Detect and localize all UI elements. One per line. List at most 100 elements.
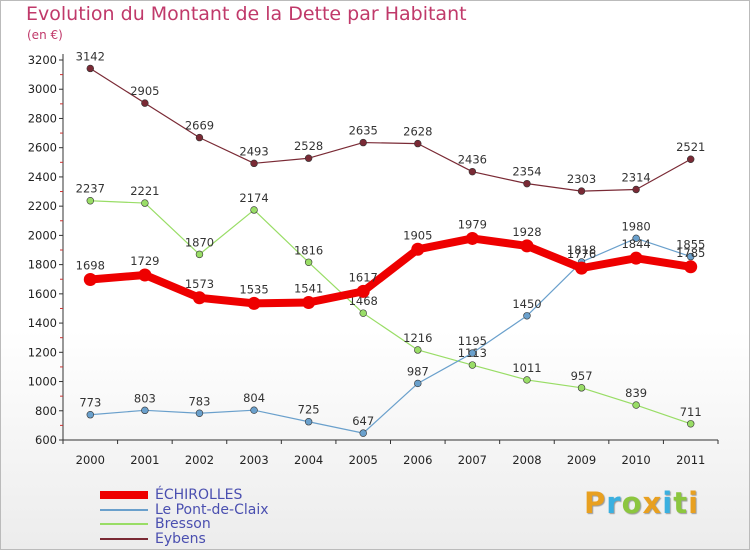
data-label: 2635 (349, 124, 378, 138)
data-point (250, 406, 258, 414)
legend: ÉCHIROLLES Le Pont-de-Claix Bresson Eybens (100, 488, 269, 546)
logo-letter: i (662, 486, 674, 520)
series-line (90, 237, 691, 434)
series-le-pont-de-claix: 773 803 783 804 725 647 987 1195 1450 1818 1980 185… (79, 219, 705, 437)
data-label: 957 (571, 369, 593, 383)
y-tick-label: 2400 (28, 170, 57, 184)
legend-item: ÉCHIROLLES (100, 488, 269, 503)
data-point (86, 64, 94, 73)
data-point (523, 179, 531, 188)
data-label: 2174 (239, 191, 268, 205)
data-point (632, 401, 640, 409)
legend-item: Bresson (100, 517, 269, 532)
data-point (629, 251, 643, 265)
data-label: 773 (79, 396, 101, 410)
data-label: 783 (188, 394, 210, 408)
data-point (192, 291, 206, 305)
x-tick-label: 2000 (76, 453, 105, 467)
data-label: 1785 (676, 246, 705, 260)
data-label: 1216 (403, 331, 432, 345)
data-label: 647 (352, 414, 374, 428)
data-point (523, 312, 531, 320)
legend-swatch (100, 537, 148, 540)
data-point (304, 258, 313, 266)
y-tick-label: 800 (35, 404, 57, 418)
y-tick-label: 1400 (28, 316, 57, 330)
proxiti-logo: Proxiti (584, 486, 699, 520)
data-label: 711 (680, 405, 702, 419)
x-tick-label: 2005 (349, 453, 378, 467)
data-label: 2237 (76, 182, 105, 196)
data-point (687, 252, 695, 261)
legend-label: ÉCHIROLLES (155, 487, 243, 503)
x-tick-label: 2006 (403, 453, 432, 467)
data-point (468, 349, 477, 357)
data-point (520, 239, 534, 253)
legend-item: Eybens (100, 530, 269, 547)
data-point (359, 138, 367, 147)
data-point (86, 197, 94, 205)
y-tick-label: 3200 (28, 53, 57, 67)
data-label: 1928 (512, 225, 541, 239)
y-tick-label: 1800 (28, 258, 57, 272)
data-label: 725 (298, 403, 320, 417)
data-label: 1776 (567, 247, 596, 261)
data-label: 2628 (403, 125, 432, 139)
data-label: 1541 (294, 281, 323, 295)
y-tick-label: 2200 (28, 199, 57, 213)
y-tick-label: 2800 (28, 111, 57, 125)
data-label: 1535 (239, 282, 268, 296)
x-tick-label: 2007 (458, 453, 487, 467)
data-point (414, 139, 422, 148)
legend-label: Bresson (155, 516, 211, 532)
data-point (577, 384, 586, 392)
data-point (684, 260, 698, 274)
x-tick-label: 2010 (621, 453, 650, 467)
data-label: 1855 (676, 238, 705, 252)
data-label: 2528 (294, 139, 323, 153)
legend-swatch (100, 523, 148, 526)
data-point (414, 346, 422, 354)
legend-item: Le Pont-de-Claix (100, 502, 269, 518)
y-tick-label: 600 (35, 433, 57, 447)
data-label: 1844 (621, 237, 650, 251)
data-label: 1450 (512, 297, 541, 311)
series-line (90, 200, 691, 425)
logo-letter: x (642, 486, 663, 520)
data-label: 1195 (458, 334, 487, 348)
data-label: 987 (407, 364, 429, 378)
data-label: 1816 (294, 243, 323, 257)
data-point (141, 199, 149, 207)
data-point (523, 376, 531, 384)
data-point (195, 133, 204, 142)
logo-letter: r (606, 486, 622, 520)
data-label: 803 (134, 391, 156, 405)
data-label: 1980 (621, 219, 650, 233)
logo-letter: P (584, 486, 607, 520)
legend-label: Eybens (155, 530, 206, 547)
data-point (304, 154, 313, 162)
data-label: 1011 (512, 361, 541, 375)
y-tick-label: 1200 (28, 345, 57, 359)
data-label: 2314 (621, 170, 650, 184)
data-point (575, 261, 589, 275)
data-label: 2303 (567, 172, 596, 186)
data-point (356, 284, 370, 298)
data-label: 2669 (185, 119, 214, 133)
data-point (195, 250, 204, 259)
data-point (141, 406, 149, 415)
series-eybens: 3142 2905 2669 2493 2528 2635 2628 2436 2354 2303… (76, 49, 705, 195)
data-point (465, 231, 479, 245)
series-bresson: 2237222118702174181614681216111310119578… (76, 182, 702, 428)
data-point (195, 409, 204, 417)
data-label: 1729 (130, 254, 159, 268)
series-line (89, 67, 691, 192)
data-point (359, 429, 367, 437)
data-point (632, 185, 640, 194)
legend-swatch (100, 508, 148, 511)
x-tick-label: 2002 (185, 453, 214, 467)
data-point (687, 155, 695, 163)
logo-letter: t (673, 486, 689, 520)
series-echirolles: 1698 1729 1573 1535 1541 1617 1905 1979 1928 1776… (76, 217, 705, 310)
